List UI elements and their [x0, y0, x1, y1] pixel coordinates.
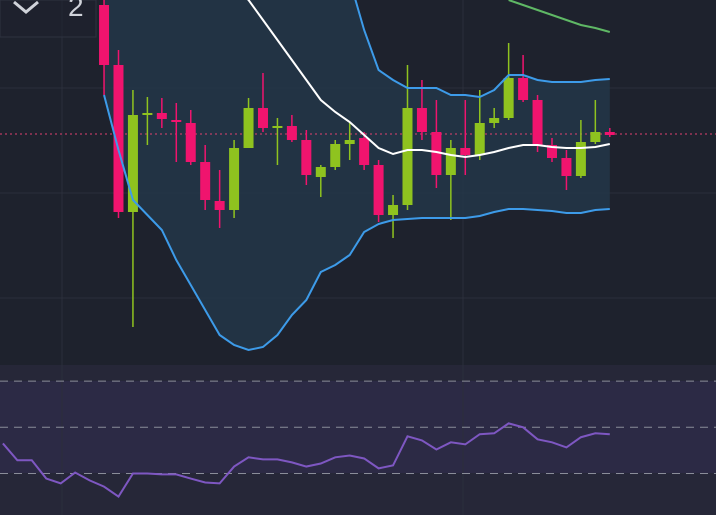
candle-body — [272, 126, 283, 128]
candle-body — [518, 78, 529, 100]
candle-body — [575, 142, 586, 176]
overlay-line — [103, 94, 610, 352]
candle-body — [99, 5, 110, 65]
candle-body — [388, 205, 399, 215]
candle-body — [402, 108, 413, 205]
overlay-line — [246, 0, 610, 159]
candle-body — [431, 132, 442, 175]
candle-body — [301, 140, 312, 175]
rsi-line — [2, 422, 610, 498]
toolbar[interactable]: 2 — [0, 0, 97, 38]
candle-body — [229, 148, 240, 210]
plot — [0, 0, 716, 498]
toolbar-box — [0, 0, 97, 38]
candle-body — [286, 126, 297, 140]
candle-body — [590, 132, 601, 142]
band-fill — [104, 0, 610, 350]
candle-body — [330, 144, 341, 167]
candle-body — [315, 167, 326, 177]
candle-body — [185, 123, 196, 162]
candle-body — [142, 113, 153, 115]
candle-body — [243, 108, 254, 148]
toolbar-label: 2 — [68, 0, 84, 22]
candle-body — [359, 138, 370, 165]
candle-body — [489, 118, 500, 123]
overlay-line — [508, 0, 611, 33]
candle-body — [546, 145, 557, 158]
candle-body — [474, 123, 485, 155]
candle-body — [156, 113, 167, 119]
candle-body — [344, 140, 355, 144]
candle-body — [532, 100, 543, 145]
candle-body — [604, 132, 615, 135]
candle-body — [214, 201, 225, 210]
candle-body — [257, 108, 268, 128]
candle-body — [171, 120, 182, 122]
candle-body — [373, 165, 384, 215]
candle-body — [127, 115, 138, 212]
candle-body — [113, 65, 124, 212]
candle-body — [460, 148, 471, 155]
candle-body — [503, 78, 514, 118]
candle-body — [561, 158, 572, 176]
chevron-icon[interactable] — [13, 0, 39, 14]
overlay-line — [354, 0, 610, 99]
candle-body — [445, 148, 456, 175]
candle-body — [416, 108, 427, 132]
candle-body — [200, 162, 211, 200]
